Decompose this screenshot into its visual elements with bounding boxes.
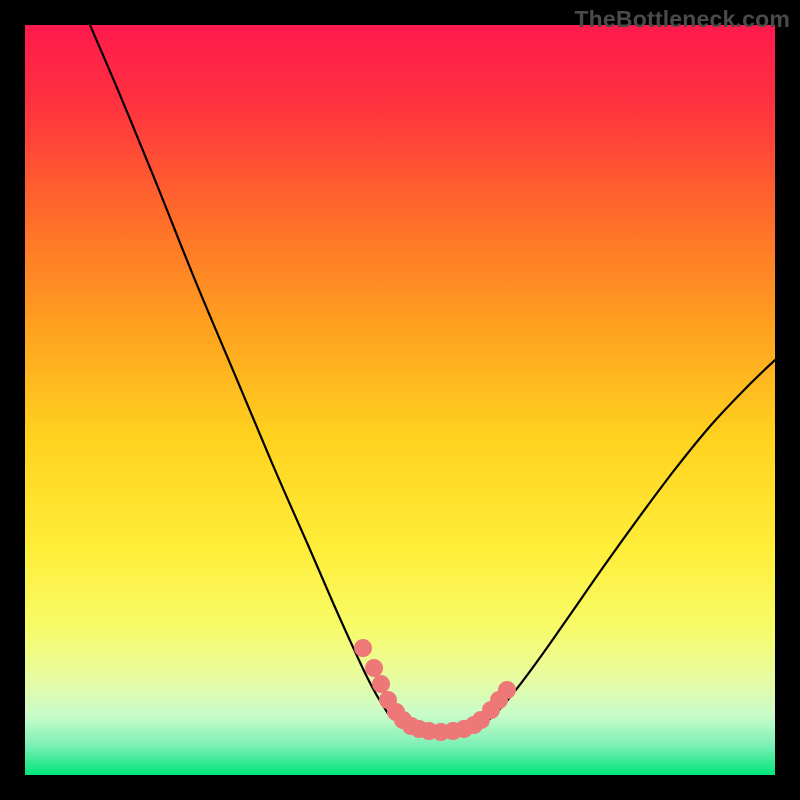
bottleneck-chart — [0, 0, 800, 800]
valley-marker — [372, 675, 390, 693]
valley-marker — [365, 659, 383, 677]
valley-marker — [354, 639, 372, 657]
chart-container: TheBottleneck.com — [0, 0, 800, 800]
watermark-text: TheBottleneck.com — [574, 6, 790, 33]
valley-marker — [498, 681, 516, 699]
